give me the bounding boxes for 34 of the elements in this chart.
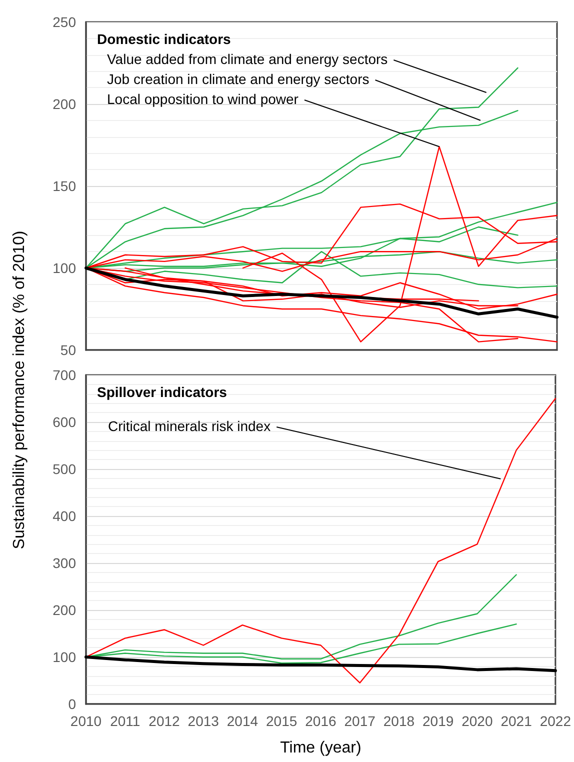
y-tick-label: 400 [52, 508, 76, 524]
x-tick-label: 2018 [383, 713, 415, 729]
x-tick-label: 2019 [422, 713, 454, 729]
x-tick-label: 2010 [70, 713, 102, 729]
y-tick-label: 600 [52, 414, 76, 430]
annotation: Value added from climate and energy sectors [107, 51, 388, 67]
x-tick-label: 2014 [226, 713, 258, 729]
x-tick-label: 2021 [500, 713, 532, 729]
x-axis-title: Time (year) [280, 740, 362, 756]
x-tick-label: 2016 [305, 713, 336, 729]
y-axis-title: Sustainability performance index (% of 2010) [11, 230, 29, 550]
y-tick-label: 0 [68, 696, 76, 712]
y-tick-label: 500 [52, 461, 76, 477]
x-tick-label: 2022 [540, 713, 572, 729]
x-tick-label: 2020 [462, 713, 493, 729]
x-tick-label: 2012 [148, 713, 180, 729]
y-tick-label: 200 [52, 96, 76, 112]
y-tick-label: 300 [52, 555, 76, 571]
x-tick-label: 2011 [110, 713, 140, 729]
annotation: Job creation in climate and energy sectors [107, 71, 370, 87]
annotation: Local opposition to wind power [107, 91, 299, 107]
text: Domestic indicators [97, 31, 232, 47]
x-tick-label: 2017 [344, 713, 376, 729]
text: Spillover indicators [97, 384, 228, 400]
y-tick-label: 100 [52, 649, 76, 665]
annotation: Critical minerals risk index [108, 418, 271, 434]
y-tick-label: 100 [52, 260, 76, 276]
x-tick-label: 2013 [188, 713, 220, 729]
y-tick-label: 250 [52, 14, 76, 30]
y-tick-label: 700 [52, 367, 76, 383]
x-tick-label: 2015 [266, 713, 298, 729]
y-tick-label: 150 [52, 178, 76, 194]
y-tick-label: 50 [60, 342, 76, 358]
y-tick-label: 200 [52, 602, 76, 618]
